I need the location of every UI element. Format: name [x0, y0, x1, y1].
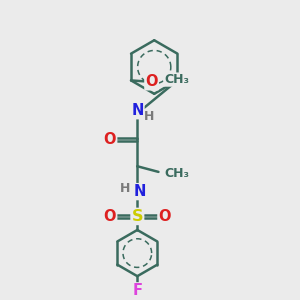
Text: O: O	[158, 209, 171, 224]
Text: S: S	[132, 209, 143, 224]
Text: H: H	[144, 110, 154, 123]
Text: CH₃: CH₃	[164, 167, 189, 180]
Text: N: N	[134, 184, 146, 199]
Text: O: O	[146, 74, 158, 89]
Text: F: F	[132, 283, 142, 298]
Text: H: H	[120, 182, 131, 195]
Text: O: O	[104, 132, 116, 147]
Text: O: O	[104, 209, 116, 224]
Text: N: N	[131, 103, 143, 118]
Text: CH₃: CH₃	[164, 73, 189, 86]
